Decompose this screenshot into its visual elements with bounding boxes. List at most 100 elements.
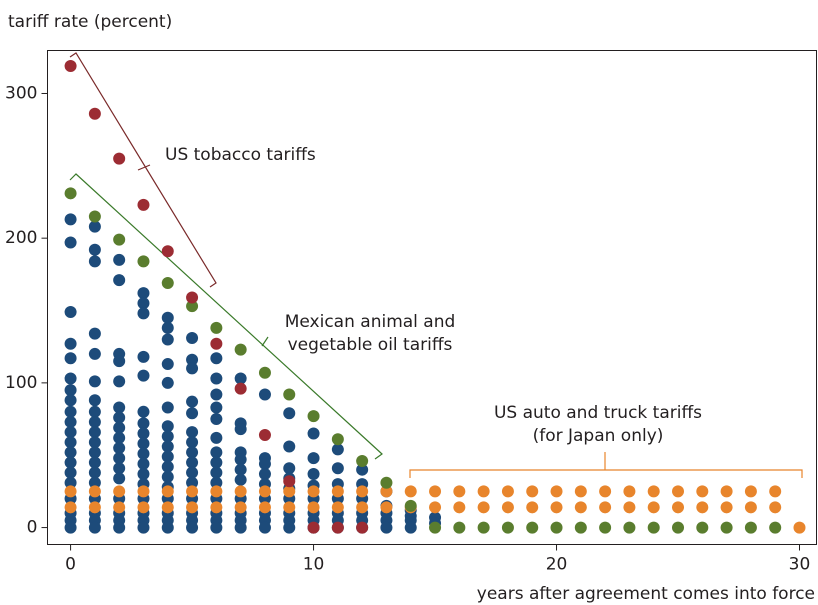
y-axis-label: tariff rate (percent) [8, 12, 172, 32]
point [258, 485, 271, 498]
point [186, 446, 199, 459]
point [647, 501, 660, 514]
point [356, 455, 369, 468]
point [137, 287, 150, 300]
point [501, 501, 514, 514]
point [769, 521, 782, 534]
point [599, 521, 612, 534]
point [526, 521, 539, 534]
point [64, 476, 77, 489]
point [331, 485, 344, 498]
point [186, 395, 199, 408]
point [64, 213, 77, 226]
point [501, 485, 514, 498]
point [161, 420, 174, 433]
point [64, 59, 77, 72]
point [186, 332, 199, 345]
point [137, 417, 150, 430]
point [64, 384, 77, 397]
point [88, 466, 101, 479]
y-tick-label: 300 [5, 83, 37, 103]
point [210, 501, 223, 514]
point [137, 501, 150, 514]
point [137, 447, 150, 460]
point [283, 475, 296, 488]
point [210, 446, 223, 459]
point [88, 347, 101, 360]
point [283, 407, 296, 420]
point [307, 501, 320, 514]
point [186, 407, 199, 420]
point [64, 236, 77, 249]
tobacco-bracket [69, 52, 217, 288]
point [161, 376, 174, 389]
point [161, 521, 174, 534]
point [186, 501, 199, 514]
point [88, 446, 101, 459]
point [283, 485, 296, 498]
point [380, 485, 393, 498]
point [744, 501, 757, 514]
point [696, 521, 709, 534]
point [672, 485, 685, 498]
point [64, 426, 77, 439]
x-tick-label: 0 [65, 555, 76, 575]
point [744, 485, 757, 498]
point [234, 423, 247, 436]
point [161, 430, 174, 443]
point [210, 485, 223, 498]
point [623, 501, 636, 514]
point [137, 485, 150, 498]
point [258, 388, 271, 401]
point [137, 437, 150, 450]
point [88, 405, 101, 418]
point [477, 521, 490, 534]
point [550, 501, 563, 514]
point [307, 485, 320, 498]
x-tick-label: 30 [789, 555, 811, 575]
point [234, 521, 247, 534]
point [161, 358, 174, 371]
point [137, 198, 150, 211]
point [64, 394, 77, 407]
x-tick-label: 20 [546, 555, 568, 575]
point [599, 485, 612, 498]
point [137, 297, 150, 310]
point [88, 476, 101, 489]
point [161, 470, 174, 483]
point [258, 457, 271, 470]
point [88, 501, 101, 514]
point [647, 485, 660, 498]
point [793, 521, 806, 534]
point [234, 473, 247, 486]
series [64, 187, 782, 534]
point [137, 427, 150, 440]
point [696, 485, 709, 498]
point [234, 343, 247, 356]
point [88, 327, 101, 340]
point [113, 441, 126, 454]
point [623, 521, 636, 534]
point [186, 521, 199, 534]
point [186, 436, 199, 449]
point [210, 431, 223, 444]
mexican-bracket [69, 173, 383, 460]
point [186, 456, 199, 469]
point [720, 485, 733, 498]
point [404, 499, 417, 512]
point [186, 291, 199, 304]
point [186, 362, 199, 375]
point [161, 333, 174, 346]
point [672, 501, 685, 514]
point [113, 452, 126, 465]
point [574, 485, 587, 498]
point [113, 355, 126, 368]
point [210, 352, 223, 365]
point [113, 521, 126, 534]
point [453, 485, 466, 498]
point [234, 372, 247, 385]
point [113, 401, 126, 414]
point [307, 468, 320, 481]
point [88, 426, 101, 439]
